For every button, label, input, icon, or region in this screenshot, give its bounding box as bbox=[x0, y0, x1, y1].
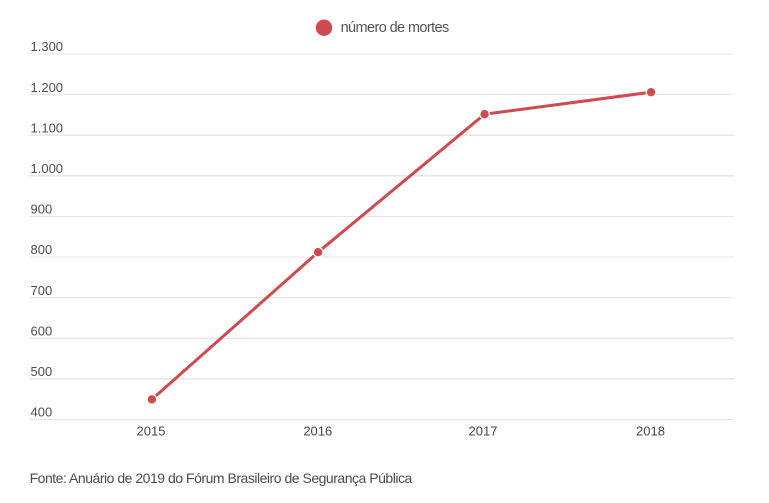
svg-text:900: 900 bbox=[31, 202, 53, 217]
svg-text:número de mortes: número de mortes bbox=[341, 20, 449, 36]
svg-text:500: 500 bbox=[31, 364, 53, 379]
svg-text:1.100: 1.100 bbox=[31, 120, 64, 135]
svg-text:2017: 2017 bbox=[469, 424, 498, 439]
svg-text:1.300: 1.300 bbox=[31, 39, 64, 54]
svg-text:2018: 2018 bbox=[636, 424, 665, 439]
svg-text:800: 800 bbox=[31, 242, 53, 257]
svg-text:1.000: 1.000 bbox=[31, 161, 64, 176]
svg-text:Fonte: Anuário de 2019 do Fóru: Fonte: Anuário de 2019 do Fórum Brasilei… bbox=[30, 470, 413, 486]
svg-text:2015: 2015 bbox=[137, 424, 166, 439]
svg-text:700: 700 bbox=[31, 283, 53, 298]
svg-text:2016: 2016 bbox=[303, 424, 332, 439]
svg-text:600: 600 bbox=[31, 323, 53, 338]
svg-text:1.200: 1.200 bbox=[31, 80, 64, 95]
svg-text:400: 400 bbox=[31, 405, 53, 420]
